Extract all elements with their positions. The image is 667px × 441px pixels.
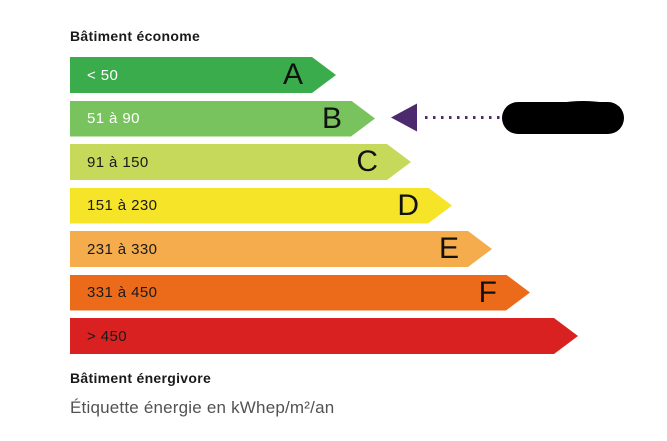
arrow-left-icon [391, 103, 417, 132]
chart-caption: Étiquette énergie en kWhep/m²/an [70, 398, 335, 417]
energy-band-range: 151 à 230 [87, 197, 158, 214]
energy-band-range: < 50 [87, 66, 119, 84]
energy-band-letter: B [321, 101, 342, 135]
energy-band-b: 51 à 90 B [70, 101, 375, 137]
energy-band-letter: F [478, 275, 497, 309]
energy-band-f: 331 à 450 F [70, 275, 530, 311]
energy-band-a: < 50 A [70, 57, 336, 93]
energy-band-range: 91 à 150 [87, 153, 149, 171]
energy-bands: < 50 A 51 à 90 B 91 à 150 C 151 à 230 D … [70, 57, 630, 367]
energy-band-letter: C [356, 145, 378, 178]
redaction-blob-icon [502, 101, 624, 134]
energy-band-range: 331 à 450 [87, 284, 158, 301]
energy-band-range: 51 à 90 [87, 110, 140, 127]
bottom-label: Bâtiment énergivore [70, 370, 212, 386]
selection-marker [391, 101, 624, 134]
energy-band-letter: E [438, 232, 459, 265]
energy-band-range: 231 à 330 [87, 240, 158, 258]
energy-band-e: 231 à 330 E [70, 231, 492, 267]
top-label: Bâtiment économe [70, 28, 201, 44]
energy-band-letter: D [397, 188, 419, 222]
energy-band-c: 91 à 150 C [70, 144, 411, 180]
energy-band-letter: A [282, 58, 303, 91]
energy-band-range: > 450 [87, 327, 127, 345]
energy-band-d: 151 à 230 D [70, 188, 452, 224]
energy-band-g: > 450 [70, 318, 578, 354]
